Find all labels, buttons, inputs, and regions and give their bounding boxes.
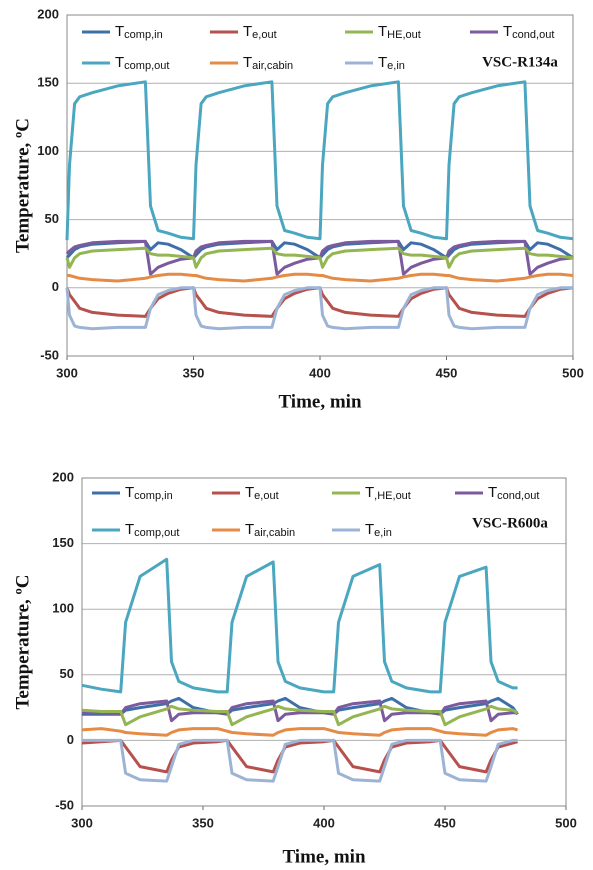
x-tick-label: 450 (434, 815, 456, 830)
legend-label: Tcomp,in (115, 23, 163, 41)
x-tick-label: 500 (562, 365, 584, 380)
y-axis-title: Temperature, ºC (12, 118, 33, 253)
y-tick-label: 200 (37, 6, 59, 21)
series-line (82, 699, 518, 723)
y-tick-label: -50 (40, 347, 59, 362)
y-tick-label: 200 (52, 469, 74, 484)
legend-label: Tcomp,out (115, 54, 169, 72)
annotation: VSC-R600a (472, 515, 548, 531)
series-line (81, 738, 518, 774)
legend-label: THE,out (378, 23, 421, 41)
legend-label: Tcond,out (488, 484, 539, 502)
plot-frame (81, 477, 567, 807)
series-line (82, 738, 518, 783)
series-line (81, 557, 518, 694)
legend-label: Te,out (245, 484, 279, 502)
legend-label: Tcomp,in (125, 484, 173, 502)
y-tick-label: 150 (52, 535, 74, 550)
legend-label: Te,in (378, 54, 405, 72)
x-axis-title: Time, min (282, 846, 365, 867)
plot-frame (66, 14, 574, 357)
series-line (81, 704, 519, 727)
x-tick-label: 450 (436, 365, 458, 380)
legend-label: Te,in (365, 521, 392, 539)
legend-label: Tcond,out (503, 23, 554, 41)
y-tick-label: -50 (55, 797, 74, 812)
y-tick-label: 100 (52, 601, 74, 616)
x-tick-label: 300 (71, 815, 93, 830)
x-tick-label: 350 (192, 815, 214, 830)
y-tick-label: 0 (52, 279, 59, 294)
series-line (65, 286, 573, 331)
x-tick-label: 350 (183, 365, 205, 380)
y-tick-label: 150 (37, 75, 59, 90)
x-tick-label: 400 (309, 365, 331, 380)
series-line (65, 246, 574, 269)
x-tick-label: 500 (555, 815, 577, 830)
legend-label: Tcomp,out (125, 521, 179, 539)
legend-label: Tair,cabin (243, 54, 293, 72)
y-tick-label: 50 (45, 211, 59, 226)
series-line (65, 80, 574, 241)
series-line (67, 272, 574, 283)
y-tick-label: 50 (60, 666, 74, 681)
x-tick-label: 400 (313, 815, 335, 830)
legend-label: Tair,cabin (245, 521, 295, 539)
annotation: VSC-R134a (482, 54, 558, 70)
legend-label: Te,out (243, 23, 277, 41)
y-axis-title: Temperature, ºC (12, 574, 33, 709)
x-axis-title: Time, min (278, 391, 361, 412)
series-line (81, 727, 518, 737)
y-tick-label: 0 (67, 732, 74, 747)
y-tick-label: 100 (37, 143, 59, 158)
legend-label: T,HE,out (365, 484, 411, 502)
x-tick-label: 300 (56, 365, 78, 380)
